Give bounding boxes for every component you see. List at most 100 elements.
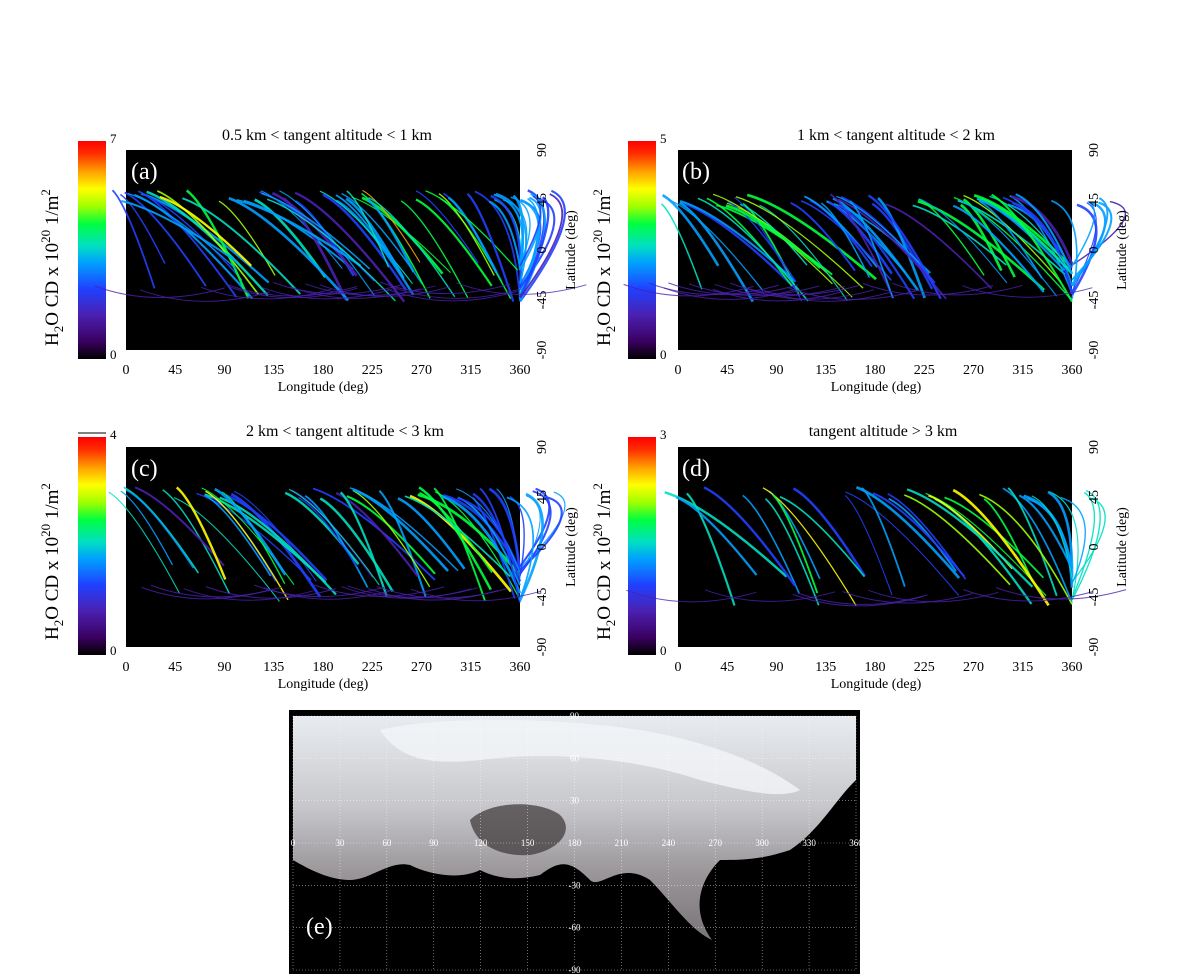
data-track xyxy=(236,198,362,267)
data-track xyxy=(519,195,542,267)
southern-track xyxy=(704,589,836,602)
x-tick-label: 225 xyxy=(914,363,935,378)
x-tick-label: 315 xyxy=(1012,363,1033,378)
data-track xyxy=(474,190,521,301)
data-track xyxy=(872,492,965,577)
y-tick-label: -90 xyxy=(1087,341,1102,360)
data-track xyxy=(762,487,857,606)
data-track xyxy=(959,199,1058,297)
data-track xyxy=(125,489,195,569)
southern-track xyxy=(263,587,395,600)
panel-d-ylabel: Latitude (deg) xyxy=(1115,507,1130,587)
data-track xyxy=(156,190,259,295)
data-track xyxy=(792,487,866,577)
data-track xyxy=(803,195,878,268)
data-track xyxy=(111,189,156,289)
data-track xyxy=(159,195,253,267)
data-track xyxy=(472,492,522,582)
southern-track xyxy=(714,283,845,297)
data-track xyxy=(319,497,394,593)
y-tick-label: 45 xyxy=(535,490,550,504)
panel-b-title: 1 km < tangent altitude < 2 km xyxy=(797,127,996,144)
map-lon-label: 90 xyxy=(429,838,439,848)
x-tick-label: 135 xyxy=(815,660,836,675)
x-ticks-d: 0 45 90 135 180 225 270 315 360 xyxy=(675,660,1083,675)
x-tick-label: 225 xyxy=(914,660,935,675)
y-tick-label: 0 xyxy=(535,544,550,551)
data-track xyxy=(983,498,1034,582)
data-track xyxy=(490,194,522,289)
x-tick-label: 90 xyxy=(770,660,784,675)
southern-track xyxy=(689,283,820,296)
colorbar-a xyxy=(78,141,106,359)
colorbar-d-min: 0 xyxy=(660,643,667,658)
panel-a-label: (a) xyxy=(131,159,158,185)
southern-track xyxy=(200,286,332,300)
y-tick-label: -90 xyxy=(535,341,550,360)
data-track xyxy=(1071,201,1107,286)
southern-track xyxy=(226,284,358,297)
map-lon-label: 0 xyxy=(291,838,296,848)
data-track xyxy=(668,199,764,291)
y-tick-label: 0 xyxy=(1087,247,1102,254)
data-track xyxy=(686,492,736,606)
x-tick-label: 270 xyxy=(963,363,984,378)
data-track xyxy=(959,203,1003,272)
data-track xyxy=(1018,494,1073,570)
data-track xyxy=(298,496,358,567)
map-lon-label: 330 xyxy=(802,838,816,848)
panel-e-label: (e) xyxy=(306,914,333,940)
data-track xyxy=(124,191,207,287)
y-ticks-c: 90 45 0 -45 -90 xyxy=(535,440,550,656)
southern-track xyxy=(797,592,928,605)
data-track xyxy=(400,200,469,299)
data-track xyxy=(861,487,906,587)
data-track xyxy=(725,204,822,269)
x-ticks-a: 0 45 90 135 180 225 270 315 360 xyxy=(123,363,531,378)
southern-track xyxy=(712,288,844,302)
southern-track xyxy=(377,586,508,599)
southern-track xyxy=(862,283,994,296)
data-track xyxy=(519,193,564,299)
data-track xyxy=(838,204,916,300)
colorbar-b-max: 5 xyxy=(660,131,667,146)
southern-track xyxy=(347,585,478,598)
x-tick-label: 45 xyxy=(168,363,182,378)
data-track xyxy=(204,494,272,577)
map-lat-label: 30 xyxy=(570,796,580,806)
map-lon-label: 120 xyxy=(474,838,488,848)
x-tick-label: 270 xyxy=(411,660,432,675)
x-tick-label: 315 xyxy=(460,363,481,378)
data-track xyxy=(1009,195,1073,294)
southern-track xyxy=(391,286,522,299)
data-track xyxy=(368,196,456,298)
x-tick-label: 270 xyxy=(963,660,984,675)
x-tick-label: 315 xyxy=(1012,660,1033,675)
data-track xyxy=(479,487,521,603)
panel-c-label: (c) xyxy=(131,456,158,482)
southern-track xyxy=(743,287,875,300)
data-track xyxy=(214,487,287,576)
data-track xyxy=(519,189,566,303)
data-track xyxy=(867,194,942,300)
data-tracks-a xyxy=(94,189,587,303)
y-tick-label: 45 xyxy=(535,193,550,207)
panel-c-title: 2 km < tangent altitude < 3 km xyxy=(246,423,445,440)
y-tick-label: -45 xyxy=(535,291,550,310)
data-track xyxy=(506,496,535,600)
map-lon-label: 210 xyxy=(615,838,629,848)
southern-track xyxy=(995,587,1127,600)
southern-track xyxy=(139,289,271,302)
plot-area-d xyxy=(678,447,1072,647)
data-track xyxy=(772,494,819,594)
data-track xyxy=(991,193,1073,303)
y-tick-label: -45 xyxy=(1087,291,1102,310)
y-tick-label: -90 xyxy=(535,638,550,657)
data-track xyxy=(352,490,431,588)
data-track xyxy=(319,190,413,285)
y-tick-label: 90 xyxy=(535,440,550,454)
data-track xyxy=(836,195,930,275)
map-lat-label: -60 xyxy=(569,923,581,933)
data-track xyxy=(952,204,1045,293)
data-track xyxy=(675,496,758,576)
